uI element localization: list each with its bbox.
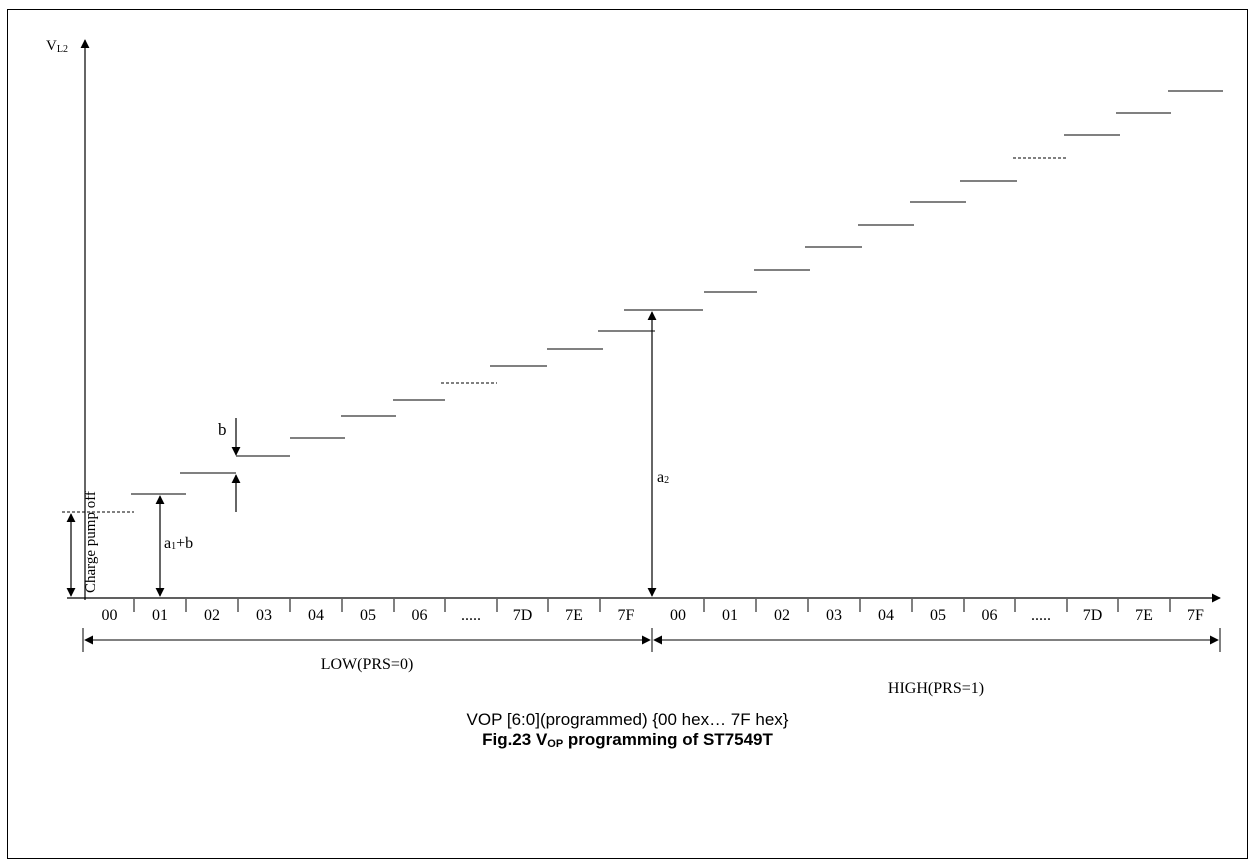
high-cell-label: 02 — [774, 607, 790, 624]
figure-frame — [7, 9, 1248, 859]
low-cell-label: ..... — [461, 607, 481, 624]
caption-line-1: VOP [6:0](programmed) {00 hex… 7F hex} — [466, 710, 789, 729]
low-range-label: LOW(PRS=0) — [321, 656, 414, 673]
voltage-steps — [131, 90, 1223, 495]
high-cell-label: 7D — [1083, 607, 1103, 624]
charge-pump-label: Charge pump off — [83, 491, 99, 593]
low-cell-label: 05 — [360, 607, 376, 624]
high-range-label: HIGH(PRS=1) — [888, 680, 984, 697]
high-cell-label: 7F — [1187, 607, 1204, 624]
low-cell-label: 06 — [412, 607, 428, 624]
low-cell-label: 7F — [618, 607, 635, 624]
x-axis-cell-ticks — [133, 599, 1171, 612]
high-cell-label: 05 — [930, 607, 946, 624]
x-axis-cell-labels: 00 01 02 03 04 05 06..... 7D 7E 7F 00 01 02 03 04 05 06.… — [102, 607, 1205, 624]
a2-label: a2 — [657, 469, 669, 486]
low-cell-label: 00 — [102, 607, 118, 624]
low-cell-label: 04 — [308, 607, 324, 624]
low-cell-label: 7E — [565, 607, 583, 624]
a1-b-label: a1+b — [164, 535, 193, 552]
high-cell-label: 06 — [982, 607, 998, 624]
high-cell-label: 04 — [878, 607, 894, 624]
low-cell-label: 7D — [513, 607, 533, 624]
high-cell-label: 7E — [1135, 607, 1153, 624]
high-cell-label: ..... — [1031, 607, 1051, 624]
high-cell-label: 01 — [722, 607, 738, 624]
high-cell-label: 00 — [670, 607, 686, 624]
low-cell-label: 01 — [152, 607, 168, 624]
high-cell-label: 03 — [826, 607, 842, 624]
low-cell-label: 02 — [204, 607, 220, 624]
figure-caption: Fig.23 VOP programming of ST7549T — [482, 730, 773, 750]
b-label: b — [218, 420, 227, 439]
y-axis-label: VL2 — [46, 38, 68, 55]
low-cell-label: 03 — [256, 607, 272, 624]
